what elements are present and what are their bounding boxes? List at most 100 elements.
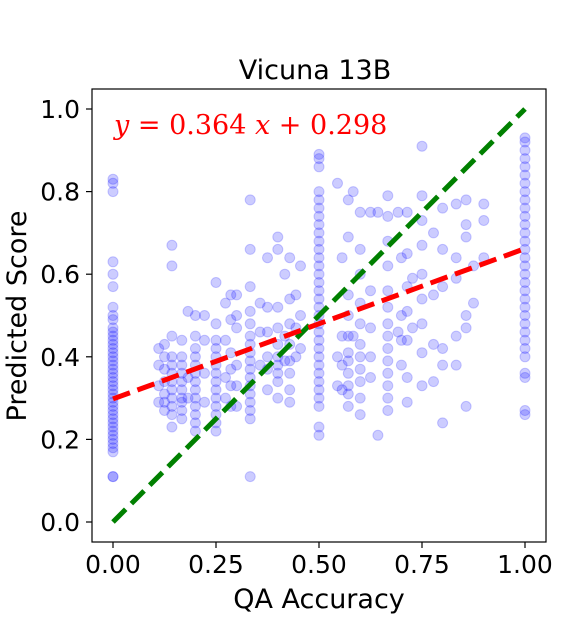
data-point [284, 367, 296, 379]
identity-line [111, 107, 527, 524]
data-point [166, 409, 178, 421]
data-point [416, 268, 428, 280]
data-point [107, 281, 119, 293]
data-point [107, 413, 119, 425]
data-point [382, 405, 394, 416]
data-point [107, 334, 119, 346]
data-point [395, 334, 407, 346]
data-point [332, 351, 343, 363]
data-point [382, 392, 394, 404]
data-point [210, 400, 222, 412]
data-point [428, 227, 439, 239]
data-point [159, 351, 170, 363]
data-point [210, 277, 222, 288]
equation-equals: = [138, 110, 169, 141]
data-point [210, 367, 222, 379]
data-point [313, 268, 325, 280]
data-point [416, 239, 428, 251]
data-point [231, 359, 243, 371]
data-point [313, 392, 325, 404]
data-point [220, 392, 231, 404]
data-point [107, 421, 119, 433]
data-point [519, 293, 531, 305]
data-point [354, 206, 366, 218]
data-point [519, 268, 531, 280]
data-point [519, 301, 531, 313]
data-point [392, 206, 404, 218]
data-point [519, 227, 531, 239]
data-point [107, 376, 119, 388]
points-layer [107, 132, 531, 483]
data-point [401, 248, 413, 260]
data-point [199, 396, 210, 408]
data-point [107, 409, 119, 421]
data-point [284, 396, 296, 408]
data-point [176, 392, 188, 404]
data-point [354, 363, 366, 375]
data-point [295, 343, 306, 354]
data-point [107, 173, 119, 185]
y-tick-label: 0.8 [40, 178, 80, 207]
data-point [189, 330, 201, 342]
data-point [382, 380, 394, 392]
data-point [290, 351, 302, 363]
data-point [313, 219, 325, 231]
data-point [176, 334, 188, 346]
data-point [478, 198, 490, 210]
data-point [107, 351, 119, 363]
data-point [159, 388, 170, 400]
data-point [519, 285, 531, 297]
data-point [210, 343, 222, 354]
data-point [313, 235, 325, 247]
data-point [313, 326, 325, 338]
data-point [365, 372, 376, 383]
data-point [189, 384, 201, 396]
data-point [176, 384, 188, 396]
data-point [313, 351, 325, 363]
data-point [313, 260, 325, 272]
data-point [313, 194, 325, 206]
data-point [401, 372, 413, 383]
data-point [290, 289, 302, 301]
data-point [354, 318, 366, 330]
data-point [450, 359, 462, 371]
data-point [519, 343, 531, 354]
data-point [166, 384, 178, 396]
data-point [107, 186, 119, 198]
data-point [107, 177, 119, 189]
data-point [244, 471, 256, 483]
data-point [244, 330, 256, 342]
data-point [372, 206, 384, 218]
data-point [401, 206, 413, 218]
data-point [519, 169, 531, 181]
data-point [210, 425, 222, 437]
x-tick-label: 0.25 [188, 550, 244, 579]
data-point [332, 177, 343, 189]
y-axis: 0.0 0.2 0.4 0.6 0.8 1.0 [40, 95, 92, 537]
data-point [107, 301, 119, 313]
data-point [519, 326, 531, 338]
data-point [182, 305, 194, 317]
data-point [450, 198, 462, 210]
data-point [107, 268, 119, 280]
data-point [176, 359, 188, 371]
data-point [382, 190, 394, 202]
data-point [313, 376, 325, 388]
data-point [437, 417, 449, 429]
chart-title: Vicuna 13B [239, 55, 391, 86]
data-point [354, 351, 366, 363]
equation-x: x [255, 110, 270, 141]
data-point [176, 413, 188, 425]
data-point [244, 363, 256, 375]
data-point [220, 297, 231, 309]
data-point [176, 351, 188, 363]
regression-line [112, 246, 526, 402]
data-point [519, 153, 531, 165]
data-point [189, 343, 201, 354]
data-point [336, 252, 348, 264]
data-point [107, 355, 119, 367]
data-point [478, 215, 490, 226]
data-point [199, 334, 210, 346]
equation-y: y [113, 110, 130, 141]
data-point [519, 260, 531, 272]
